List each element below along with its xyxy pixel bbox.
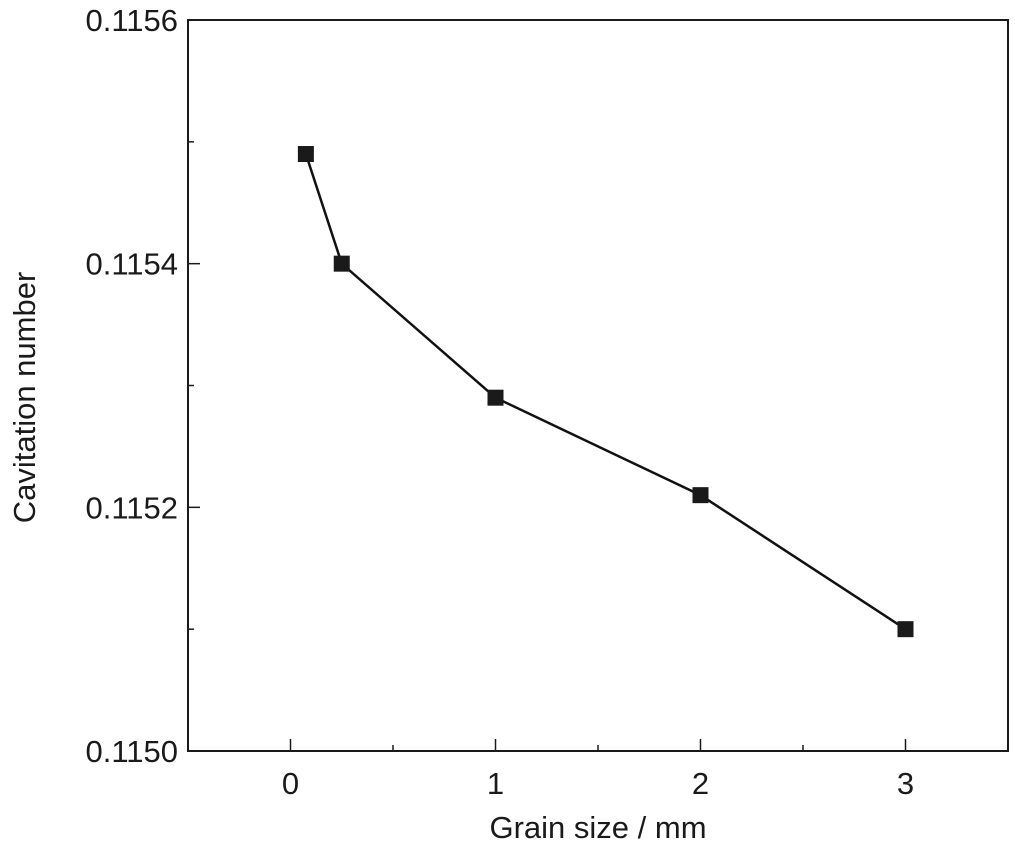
plot-frame <box>187 19 1009 752</box>
data-point-3 <box>692 487 709 504</box>
x-tick-label-0: 0 <box>282 766 299 801</box>
y-tick-label-2: 0.1154 <box>85 247 178 282</box>
y-tick-label-1: 0.1152 <box>85 490 178 525</box>
data-point-1 <box>333 255 350 272</box>
y-axis-title: Cavitation number <box>7 272 42 524</box>
tick-labels: 0 1 2 3 0.1150 0.1152 0.1154 0.1156 <box>85 3 914 801</box>
y-tick-label-3: 0.1156 <box>85 3 178 38</box>
data-point-0 <box>297 146 314 163</box>
data-point-2 <box>487 389 504 406</box>
y-tick-label-0: 0.1150 <box>85 734 178 769</box>
x-tick-label-1: 1 <box>487 766 504 801</box>
x-axis-title: Grain size / mm <box>489 810 706 843</box>
series-plot <box>297 146 914 638</box>
data-point-4 <box>897 621 914 638</box>
x-tick-label-2: 2 <box>692 766 709 801</box>
x-tick-label-3: 3 <box>897 766 914 801</box>
